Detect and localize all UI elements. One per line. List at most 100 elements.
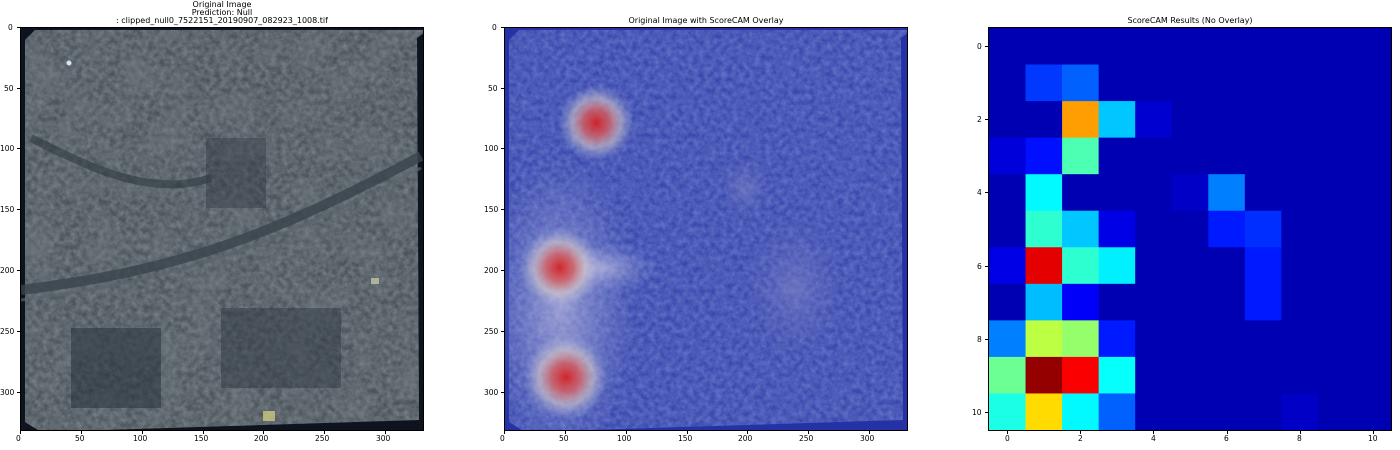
heatmap-cell — [1354, 137, 1391, 175]
heatmap-cell — [1281, 64, 1319, 102]
heatmap-cell — [1317, 283, 1355, 321]
y-tick-mark — [17, 148, 20, 149]
x-tick-label: 150 — [678, 434, 693, 443]
heatmap-cell — [1135, 320, 1173, 358]
x-tick-mark — [385, 431, 386, 434]
heatmap-cell — [1244, 28, 1282, 66]
heatmap-cell — [1281, 137, 1319, 175]
heatmap-cell — [1062, 137, 1100, 175]
panel-title: Original Image Prediction: Null : clippe… — [20, 1, 424, 25]
heatmap-cell — [989, 137, 1027, 175]
heatmap-cell — [1317, 137, 1355, 175]
heatmap-cell — [1171, 320, 1209, 358]
heatmap-cell — [989, 356, 1027, 394]
heatmap-cell — [1171, 174, 1209, 212]
panel-title: ScoreCAM Results (No Overlay) — [1127, 16, 1253, 25]
heatmap-cell — [1208, 28, 1246, 66]
heatmap-cell — [1135, 137, 1173, 175]
heatmap-cell — [1317, 174, 1355, 212]
x-tick-label: 300 — [860, 434, 875, 443]
heatmap-cell — [1317, 210, 1355, 248]
x-tick-label: 0 — [500, 434, 505, 443]
panel-title: Original Image with ScoreCAM Overlay — [628, 16, 784, 25]
x-tick-label: 150 — [194, 434, 209, 443]
heatmap-cell — [1098, 101, 1136, 139]
heatmap-cell — [1098, 393, 1136, 430]
heatmap-cell — [1025, 137, 1063, 175]
heatmap-cell — [1208, 64, 1246, 102]
y-tick-label: 0 — [977, 42, 982, 51]
y-tick-mark — [17, 88, 20, 89]
x-tick-label: 8 — [1297, 434, 1302, 443]
heatmap-cell — [1025, 210, 1063, 248]
y-tick-mark — [501, 270, 504, 271]
y-tick-label: 150 — [484, 205, 499, 214]
heatmap-cell — [1281, 210, 1319, 248]
heatmap-cell — [1281, 101, 1319, 139]
x-tick-label: 4 — [1151, 434, 1156, 443]
y-tick-label: 8 — [977, 335, 982, 344]
x-tick-mark — [626, 431, 627, 434]
heatmap-cell — [1208, 356, 1246, 394]
y-tick-mark — [501, 209, 504, 210]
y-tick-label: 0 — [492, 23, 497, 32]
x-tick-mark — [20, 431, 21, 434]
y-tick-label: 150 — [0, 205, 15, 214]
heatmap-cell — [1062, 64, 1100, 102]
hotspot — [558, 85, 635, 161]
heatmap — [989, 28, 1391, 430]
heatmap-cell — [1354, 101, 1391, 139]
x-tick-mark — [142, 431, 143, 434]
y-tick-mark — [985, 412, 988, 413]
heatmap-cell — [1354, 283, 1391, 321]
y-tick-label: 250 — [0, 327, 15, 336]
heatmap-cell — [989, 210, 1027, 248]
heatmap-cell — [1025, 174, 1063, 212]
y-tick-mark — [17, 392, 20, 393]
y-tick-mark — [501, 331, 504, 332]
y-tick-label: 2 — [977, 115, 982, 124]
heatmap-cell — [1135, 356, 1173, 394]
x-tick-mark — [1153, 431, 1154, 434]
x-tick-mark — [203, 431, 204, 434]
heatmap-cell — [1098, 356, 1136, 394]
y-tick-label: 200 — [484, 266, 499, 275]
heatmap-cell — [1025, 64, 1063, 102]
x-tick-label: 250 — [315, 434, 330, 443]
x-tick-label: 0 — [1005, 434, 1010, 443]
heatmap-cell — [1208, 137, 1246, 175]
y-tick-label: 100 — [0, 144, 15, 153]
heatmap-cell — [1208, 210, 1246, 248]
heatmap-cell — [989, 247, 1027, 285]
x-tick-mark — [687, 431, 688, 434]
title-line-3: : clipped_null0_7522151_20190907_082923_… — [116, 16, 328, 25]
y-tick-mark — [501, 27, 504, 28]
y-tick-label: 200 — [0, 266, 15, 275]
heatmap-cell — [1281, 247, 1319, 285]
heatmap-cell — [1244, 137, 1282, 175]
x-tick-mark — [1080, 431, 1081, 434]
title-line-1: Original Image — [192, 0, 252, 9]
heatmap-cell — [1281, 393, 1319, 430]
heatmap-cell — [1354, 174, 1391, 212]
heatmap-cell — [1244, 174, 1282, 212]
y-tick-mark — [501, 88, 504, 89]
heatmap-cell — [1244, 64, 1282, 102]
heatmap-cell — [1281, 320, 1319, 358]
heatmap-cell — [1135, 393, 1173, 430]
heatmap-cell — [1098, 174, 1136, 212]
heatmap-cell — [1098, 283, 1136, 321]
x-tick-label: 200 — [254, 434, 269, 443]
y-tick-mark — [985, 46, 988, 47]
heatmap-cell — [1244, 320, 1282, 358]
hotspot-layer — [519, 85, 635, 420]
original-image-axes — [20, 27, 424, 431]
heatmap-cell — [1098, 320, 1136, 358]
heatmap-cell — [1171, 101, 1209, 139]
y-tick-mark — [17, 331, 20, 332]
x-tick-mark — [1300, 431, 1301, 434]
heatmap-cell — [1171, 283, 1209, 321]
heatmap-cell — [1062, 210, 1100, 248]
heatmap-cell — [1354, 210, 1391, 248]
y-tick-label: 10 — [972, 408, 982, 417]
